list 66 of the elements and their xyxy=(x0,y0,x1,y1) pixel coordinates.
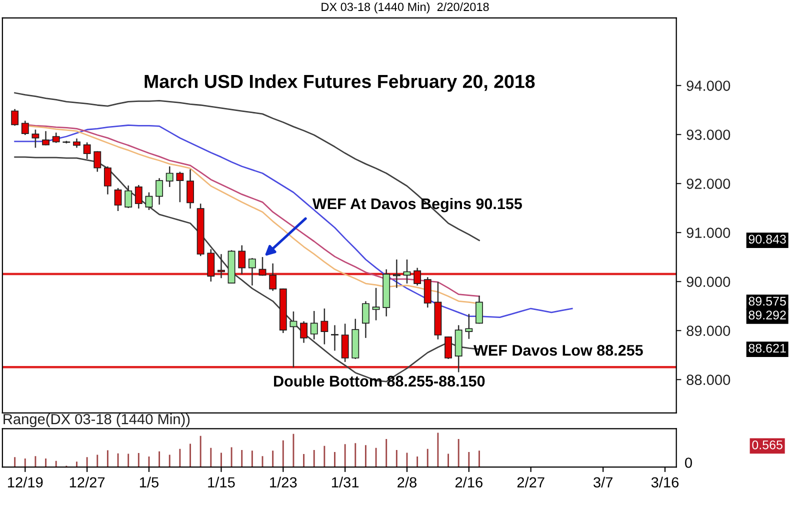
candlestick xyxy=(310,310,318,340)
text: 89.575 xyxy=(748,296,786,306)
candlestick xyxy=(124,184,132,209)
candlestick xyxy=(156,178,164,206)
candlestick xyxy=(258,256,266,276)
chart-title: Range(DX 03-18 (1440 Min)) xyxy=(4,414,190,428)
candlestick xyxy=(104,166,112,195)
y-tick-label: 93.000 xyxy=(686,130,730,140)
y-tick-label: 94.000 xyxy=(686,80,730,91)
text: 0 xyxy=(685,458,692,468)
candlestick xyxy=(186,168,194,210)
y-tick-label: 90.000 xyxy=(686,276,730,287)
x-tick-label: 1/31 xyxy=(332,476,359,488)
candlestick xyxy=(476,295,483,324)
candlestick xyxy=(341,323,349,363)
candlestick xyxy=(290,310,298,368)
candlestick xyxy=(465,313,473,340)
candlestick xyxy=(207,248,215,282)
candlestick xyxy=(94,150,102,172)
candlestick xyxy=(11,108,19,126)
candlestick xyxy=(414,267,422,286)
candlestick xyxy=(176,171,184,203)
x-tick-label: 1/23 xyxy=(270,476,297,488)
candlestick xyxy=(21,120,29,136)
candlestick xyxy=(238,244,246,275)
candlestick xyxy=(331,324,338,352)
candlestick xyxy=(73,138,80,148)
annotation: Double Bottom 88.255-88.150 xyxy=(274,375,485,387)
text: 0.565 xyxy=(752,440,782,450)
chart-subtitle: DX 03-18 (1440 Min) 2/20/2018 xyxy=(322,2,489,14)
x-tick-label: 2/8 xyxy=(398,476,416,488)
candlestick xyxy=(424,276,432,308)
candlestick xyxy=(362,300,370,339)
text: 89.292 xyxy=(748,310,786,320)
candlestick xyxy=(320,308,328,345)
y-tick-label: 92.000 xyxy=(686,178,730,189)
candlestick xyxy=(248,257,256,286)
candlestick xyxy=(145,192,153,211)
y-tick-label: 91.000 xyxy=(686,228,730,238)
x-tick-label: 2/16 xyxy=(455,476,482,488)
candlestick xyxy=(42,130,50,146)
candlestick xyxy=(218,253,225,279)
candlestick xyxy=(372,287,380,321)
candlestick xyxy=(134,184,142,210)
candlestick xyxy=(52,132,60,144)
x-tick-label: 3/7 xyxy=(593,476,612,488)
y-tick-label: 89.000 xyxy=(686,326,730,336)
x-tick-label: 1/15 xyxy=(208,476,235,488)
candlestick xyxy=(114,187,122,212)
candlestick xyxy=(32,129,40,148)
x-tick-label: 3/16 xyxy=(651,476,679,488)
candlestick xyxy=(403,258,411,284)
y-tick-label: 88.000 xyxy=(686,374,730,386)
x-tick-label: 1/5 xyxy=(140,476,159,488)
text: 90.843 xyxy=(748,234,786,244)
candlestick xyxy=(166,166,174,188)
candlestick xyxy=(444,336,452,360)
x-tick-label: 2/27 xyxy=(517,476,544,488)
text: 88.621 xyxy=(748,344,786,353)
ref-line-label: WEF Davos Low 88.255 xyxy=(474,344,643,356)
x-tick-label: 12/27 xyxy=(70,476,105,488)
candlestick xyxy=(300,320,308,344)
candlestick xyxy=(83,142,91,160)
text: March USD Index Futures February 20, 2018 xyxy=(144,74,535,92)
candlestick xyxy=(269,262,277,292)
x-tick-label: 12/19 xyxy=(8,476,43,488)
